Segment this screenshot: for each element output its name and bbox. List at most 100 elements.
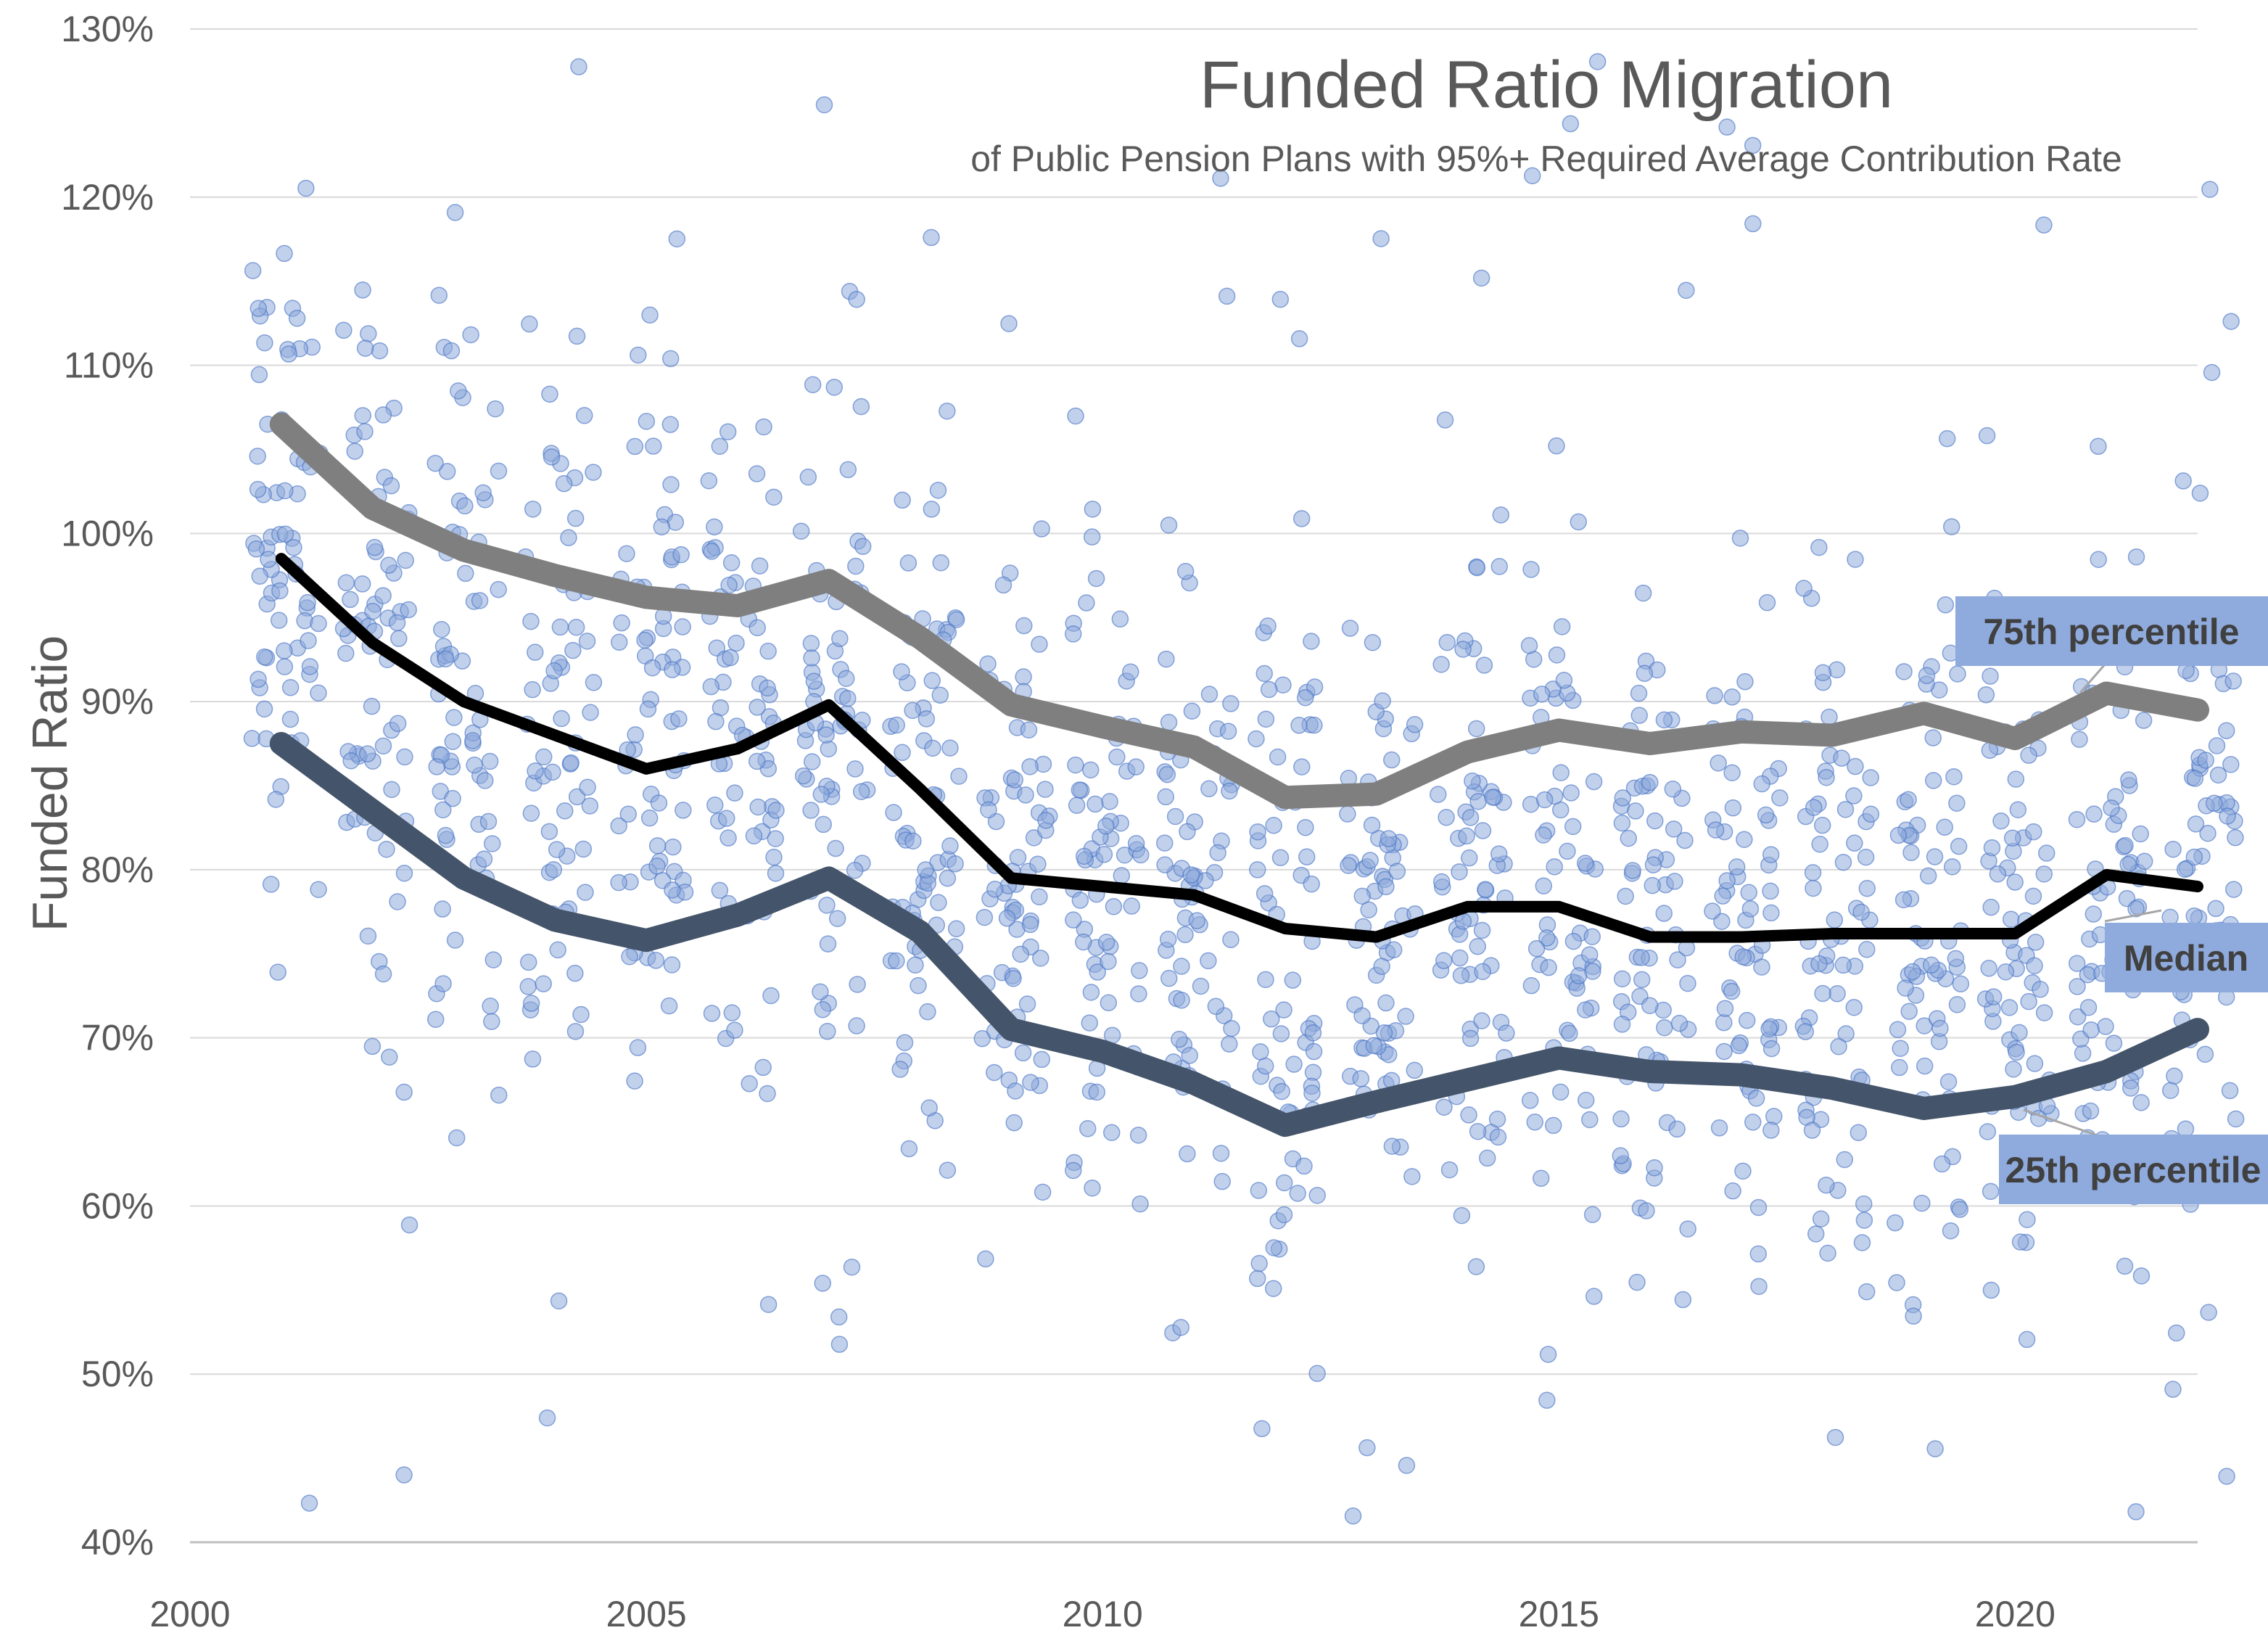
scatter-point [549, 941, 566, 959]
scatter-point [1461, 1029, 1480, 1048]
scatter-point [1853, 1234, 1871, 1251]
scatter-point [917, 710, 936, 728]
scatter-point [1341, 620, 1359, 637]
scatter-point [893, 663, 910, 680]
scatter-point [433, 620, 450, 638]
scatter-point [1561, 1024, 1578, 1042]
scatter-point [1548, 646, 1566, 664]
scatter-point [1980, 960, 1997, 977]
scatter-point [2090, 551, 2107, 568]
scatter-point [767, 802, 785, 819]
scatter-point [1731, 530, 1749, 547]
scatter-point [1467, 720, 1485, 738]
scatter-point [621, 947, 638, 966]
scatter-point [434, 975, 452, 992]
scatter-point [1176, 926, 1194, 944]
scatter-point [980, 801, 997, 819]
scatter-point [1285, 1056, 1303, 1073]
scatter-point [629, 1039, 647, 1056]
scatter-point [374, 965, 392, 983]
scatter-point [2200, 1304, 2217, 1321]
scatter-point [2199, 824, 2217, 842]
scatter-point [1129, 1127, 1147, 1144]
scatter-point [947, 920, 965, 938]
scatter-point [243, 730, 261, 747]
scatter-point [2196, 1045, 2214, 1063]
scatter-point [839, 461, 857, 479]
scatter-point [1021, 758, 1039, 775]
scatter-point [1188, 912, 1206, 929]
scatter-point [1665, 820, 1683, 838]
scatter-point [1942, 518, 1960, 535]
scatter-point [400, 1216, 418, 1234]
scatter-point [1834, 956, 1852, 974]
scatter-point [1473, 921, 1491, 939]
scatter-point [1526, 1114, 1544, 1131]
scatter-point [1826, 1428, 1844, 1447]
scatter-point [438, 463, 456, 480]
scatter-point [1744, 1114, 1762, 1131]
scatter-point [1814, 664, 1832, 681]
scatter-point [581, 797, 599, 815]
scatter-point [1931, 1019, 1949, 1037]
series-lines [269, 412, 2209, 1137]
scatter-point [2177, 1120, 2195, 1137]
scatter-point [1810, 538, 1828, 556]
scatter-point [1182, 866, 1200, 884]
scatter-point [535, 975, 553, 992]
scatter-point [1290, 717, 1308, 734]
scatter-point [2186, 770, 2204, 787]
scatter-point [1562, 115, 1580, 133]
scatter-point [1179, 823, 1196, 841]
scatter-point [994, 576, 1013, 594]
scatter-point [2227, 828, 2244, 847]
scatter-point [1744, 215, 1762, 233]
scatter-point [929, 482, 947, 499]
scatter-point [854, 538, 872, 555]
scatter-point [570, 58, 587, 75]
scatter-point [280, 345, 297, 363]
scatter-point [572, 1005, 590, 1024]
scatter-point [2120, 771, 2137, 789]
scatter-point [1855, 1211, 1873, 1229]
scatter-point [1634, 584, 1652, 602]
scatter-point [947, 855, 964, 873]
scatter-point [551, 618, 569, 636]
scatter-point [1475, 657, 1493, 674]
scatter-point [1613, 814, 1631, 832]
scatter-point [1749, 1198, 1768, 1217]
scatter-point [1862, 769, 1879, 786]
scatter-point [1585, 1288, 1603, 1305]
scatter-point [1538, 929, 1556, 947]
scatter-point [2164, 1380, 2182, 1398]
scatter-point [1260, 680, 1278, 699]
scatter-point [1067, 407, 1084, 425]
scatter-point [1207, 997, 1225, 1016]
scatter-point [1538, 1391, 1556, 1410]
y-tick-label: 120% [61, 177, 154, 218]
scatter-point [1252, 1043, 1269, 1061]
scatter-point [2018, 1330, 2036, 1349]
scatter-point [487, 400, 504, 418]
scatter-point [1718, 872, 1736, 889]
scatter-point [1982, 667, 1999, 685]
scatter-point [1762, 904, 1780, 922]
scatter-point [1762, 846, 1780, 863]
scatter-point [1306, 678, 1324, 696]
scatter-point [426, 454, 444, 472]
scatter-point [1372, 230, 1390, 247]
scatter-point [610, 633, 628, 651]
scatter-point [1200, 952, 1217, 970]
scatter-point [483, 835, 501, 852]
p25-label-box [1999, 1135, 2268, 1204]
scatter-point [759, 1296, 778, 1313]
scatter-point [1916, 1057, 1934, 1075]
scatter-point [1250, 1254, 1268, 1272]
scatter-point [1900, 1003, 1918, 1020]
scatter-point [1581, 1111, 1599, 1129]
scatter-point [765, 848, 783, 866]
scatter-point [1192, 977, 1210, 995]
scatter-point [1460, 849, 1478, 867]
scatter-point [1102, 1124, 1121, 1141]
scatter-point [2218, 722, 2235, 740]
